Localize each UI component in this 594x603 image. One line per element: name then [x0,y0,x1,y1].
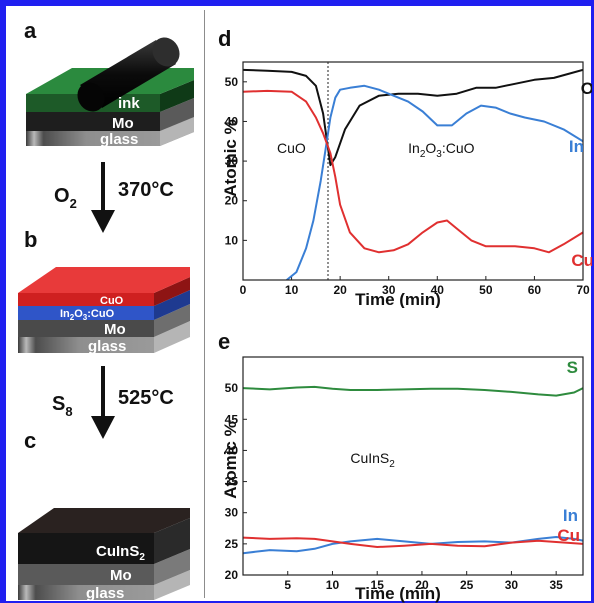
panel-e-letter: e [218,329,230,354]
y-tick-label: 20 [225,568,239,582]
y-tick-label: 40 [225,114,239,128]
mo-label-a: Mo [112,115,134,132]
x-tick-label: 10 [285,283,299,297]
in2o3-layer-b [18,306,154,320]
panel-b-letter: b [24,227,37,252]
roller-icon [77,37,180,112]
x-tick-label: 0 [240,283,247,297]
series-label-cu: Cu [557,526,580,545]
x-tick-label: 50 [479,283,493,297]
mo-layer-b [18,320,154,337]
glass-label-c: glass [86,585,124,602]
panel-c-stack: CuInS2 Mo glass [18,508,190,602]
step1-reagent: O2 [54,185,77,211]
chart-e-plot-frame [242,356,584,576]
series-label-cu: Cu [571,251,592,270]
cuo-layer-b [18,293,154,306]
chart-e-ylabel: Atomic % [221,421,240,498]
series-line-in [243,536,583,555]
y-tick-label: 50 [225,75,239,89]
chart-d-plot-frame [242,61,584,281]
mo-label-c: Mo [110,567,132,584]
chart-d-ylabel: Atomic % [221,119,240,196]
series-label-o: O [581,79,592,98]
x-tick-label: 30 [505,578,519,592]
y-tick-label: 30 [225,506,239,520]
x-tick-label: 15 [371,578,385,592]
series-label-in: In [563,506,578,525]
x-tick-label: 70 [576,283,590,297]
x-tick-label: 20 [415,578,429,592]
glass-layer-b [18,337,154,353]
x-tick-label: 35 [549,578,563,592]
panel-d-letter: d [218,26,231,51]
x-tick-label: 25 [460,578,474,592]
panel-c-letter: c [24,428,36,453]
y-tick-label: 40 [225,443,239,457]
series-label-in: In [569,137,584,156]
chart-e: e Atomic % Time (min) 5 10 15 20 25 30 35 20 25 3… [218,329,584,603]
cuo-label-b: CuO [100,295,124,307]
y-tick-label: 20 [225,194,239,208]
cuins2-layer-c [18,533,154,564]
region-label: In2O3:CuO [408,140,474,160]
region-label: CuO [277,140,306,156]
glass-layer-a [26,131,160,146]
process-arrow-1: O2 370°C [54,162,174,233]
y-tick-label: 30 [225,154,239,168]
x-tick-label: 30 [382,283,396,297]
glass-layer-c [18,585,154,600]
arrow-down-icon [91,416,115,439]
y-tick-label: 25 [225,537,239,551]
y-tick-label: 35 [225,475,239,489]
schematic-panels: a ink Mo glass O [18,18,194,602]
series-label-s: S [567,358,578,377]
chart-e-xlabel: Time (min) [355,584,441,603]
series-line-s [243,385,583,397]
chart-d: d Atomic % Time (min) 0 10 20 30 40 50 60 70 10 2… [218,26,592,308]
y-tick-label: 10 [225,233,239,247]
process-arrow-2: S8 525°C [52,366,174,439]
ink-label: ink [118,95,140,112]
region-label: CuInS2 [350,450,395,470]
chart-d-xlabel: Time (min) [355,290,441,308]
arrow-down-icon [91,210,115,233]
x-tick-label: 20 [333,283,347,297]
x-tick-label: 5 [284,578,291,592]
panel-b-stack: CuO In2O3:CuO Mo glass [18,267,190,355]
y-tick-label: 45 [225,412,239,426]
panel-a-stack: ink Mo glass [26,37,194,148]
step1-temperature: 370°C [118,179,174,201]
x-tick-label: 10 [326,578,340,592]
y-tick-label: 50 [225,381,239,395]
in2o3-label-b: In2O3:CuO [60,308,115,322]
glass-label-a: glass [100,131,138,148]
series-line-cu [243,536,583,548]
x-tick-label: 40 [431,283,445,297]
series-line-in [286,84,583,280]
glass-label-b: glass [88,338,126,355]
step2-reagent: S8 [52,393,73,419]
mo-layer-a [26,112,160,131]
panel-divider [204,10,205,598]
cuins2-layer-c-top [18,508,190,533]
mo-label-b: Mo [104,321,126,338]
cuo-layer-b-top [18,267,190,293]
x-tick-label: 60 [528,283,542,297]
step2-temperature: 525°C [118,387,174,409]
cuins2-label-c: CuInS2 [96,543,145,563]
panel-a-letter: a [24,18,37,43]
mo-layer-c [18,564,154,585]
series-line-cu [243,89,583,254]
